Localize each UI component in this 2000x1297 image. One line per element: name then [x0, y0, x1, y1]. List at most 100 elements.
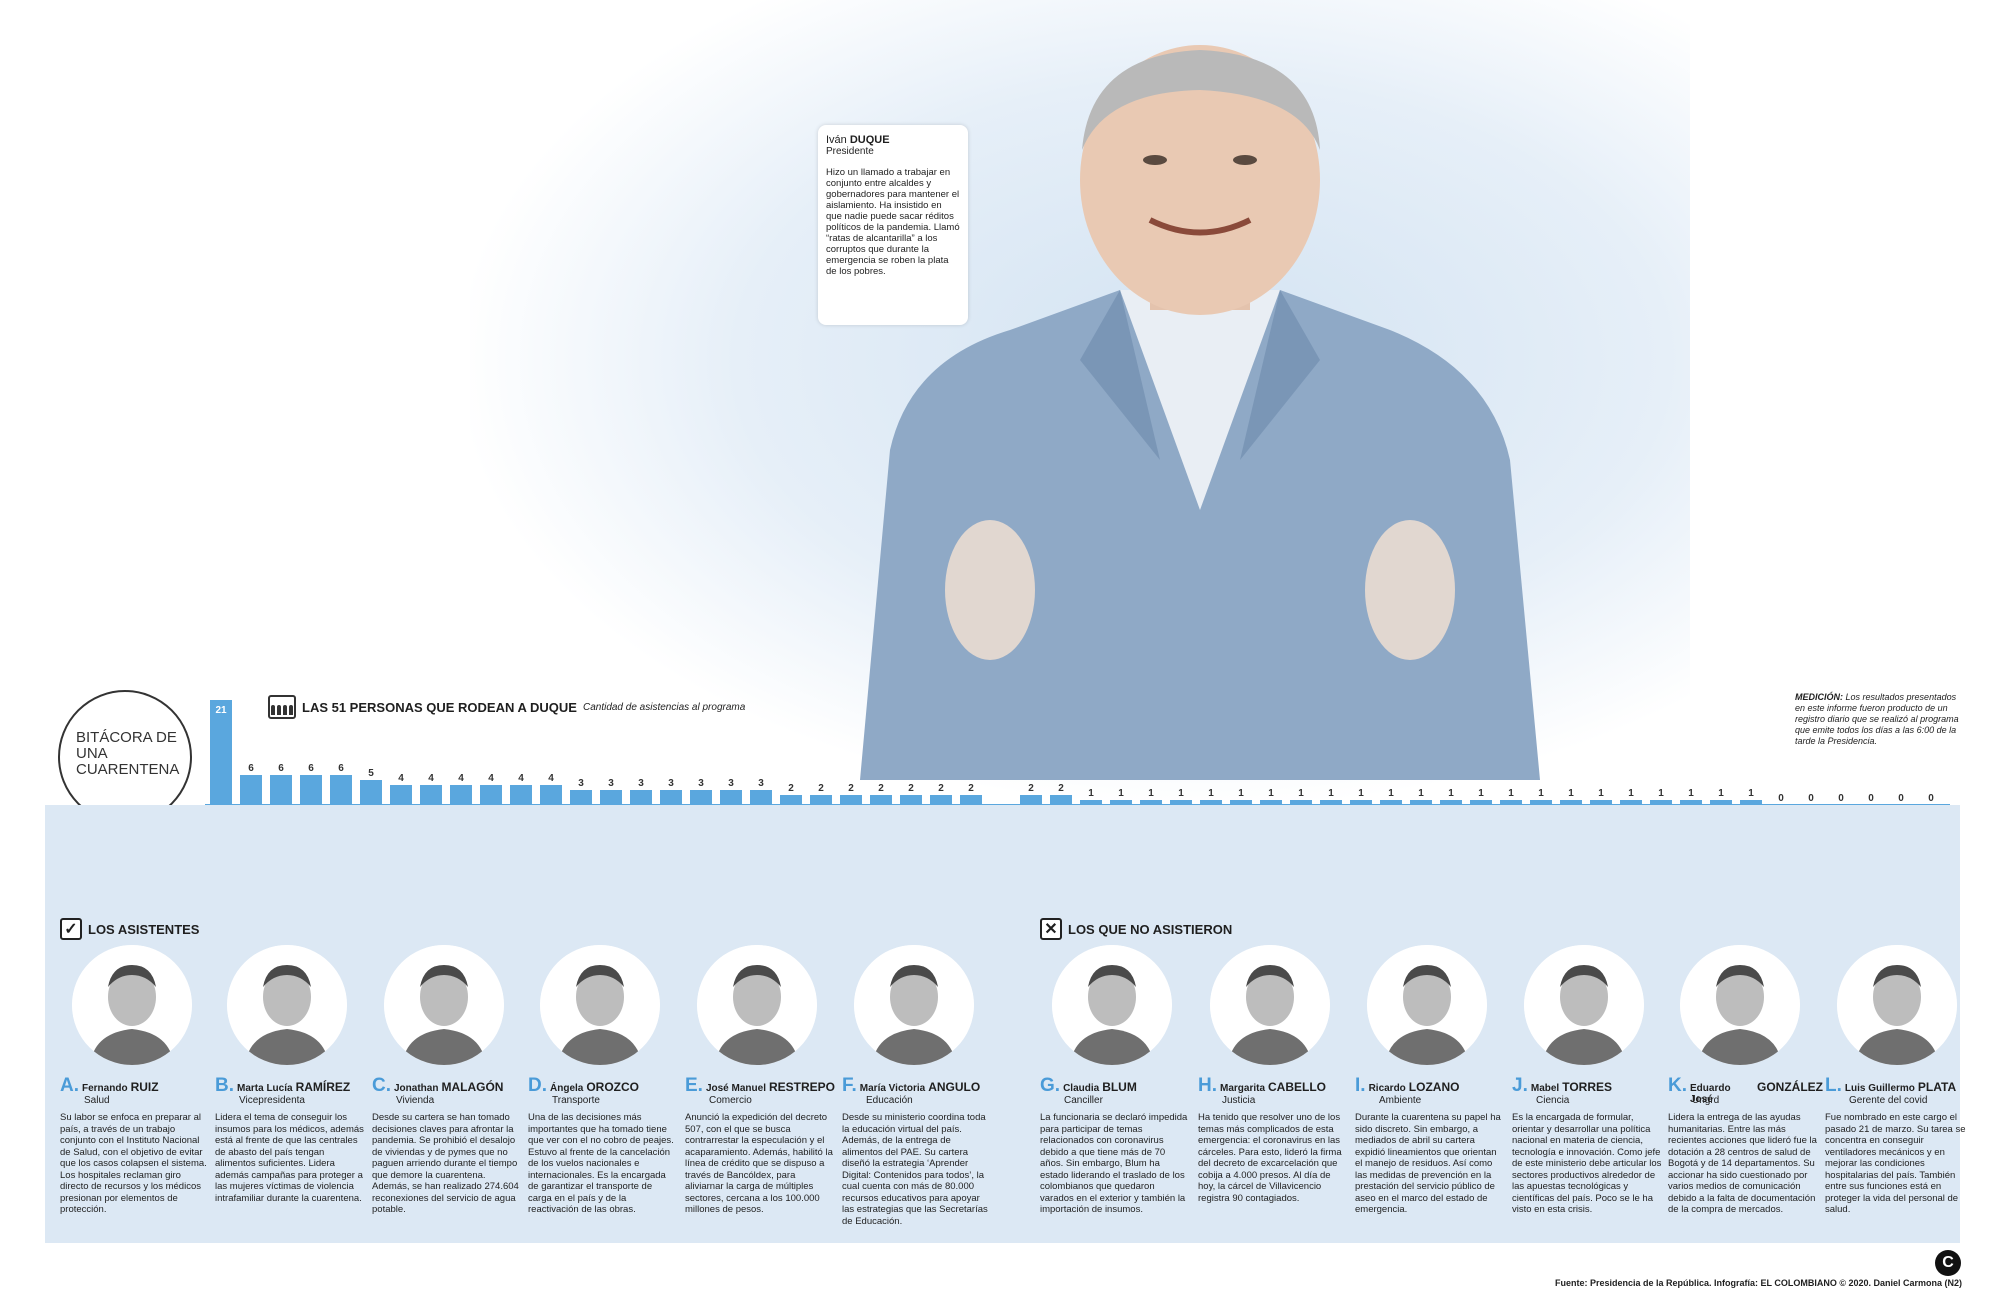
profile-photo — [1052, 945, 1172, 1065]
profile-letter: C. — [372, 1075, 391, 1096]
person-silhouette-icon — [1052, 945, 1172, 1065]
bar-value-label: 6 — [248, 763, 254, 774]
bar — [1500, 800, 1522, 805]
bar — [1740, 800, 1762, 805]
profile-letter: H. — [1198, 1075, 1217, 1096]
profile-card: A. Fernando RUIZ Salud Su labor se enfoca en… — [60, 945, 210, 1215]
bar-value-label: 1 — [1568, 788, 1574, 799]
bar — [1140, 800, 1162, 805]
profile-last-name: MALAGÓN — [441, 1080, 504, 1094]
bar — [1350, 800, 1372, 805]
bar — [1530, 800, 1552, 805]
profile-letter: K. — [1668, 1075, 1687, 1096]
chart-title: LAS 51 PERSONAS QUE RODEAN A DUQUE — [302, 699, 577, 715]
bar-value-label: 1 — [1268, 788, 1274, 799]
bar — [1680, 800, 1702, 805]
bar-value-label: 0 — [1808, 793, 1814, 804]
bar — [900, 795, 922, 805]
profile-photo — [72, 945, 192, 1065]
profile-letter: I. — [1355, 1075, 1366, 1096]
profile-last-name: GONZÁLEZ — [1757, 1080, 1823, 1094]
bar — [660, 790, 682, 805]
profile-card: F. María Victoria ANGULO Educación Desde su … — [842, 945, 992, 1227]
bar — [480, 785, 502, 805]
bar-value-label: 5 — [368, 768, 374, 779]
profile-first-name: Fernando — [82, 1083, 128, 1094]
profile-last-name: TORRES — [1562, 1080, 1612, 1094]
bar-value-label: 6 — [338, 763, 344, 774]
profile-role: Ambiente — [1379, 1095, 1422, 1106]
profile-description: Desde su cartera se han tomado decisione… — [372, 1112, 519, 1215]
bar-value-label: 2 — [818, 783, 824, 794]
person-silhouette-icon — [697, 945, 817, 1065]
profile-role: Educación — [866, 1095, 913, 1106]
bar — [1380, 800, 1402, 805]
bar — [750, 790, 772, 805]
bar-value-label: 6 — [278, 763, 284, 774]
bar — [1200, 800, 1222, 805]
person-silhouette-icon — [1210, 945, 1330, 1065]
profile-last-name: LOZANO — [1408, 1080, 1460, 1094]
bar-value-label: 0 — [1838, 793, 1844, 804]
bar — [1260, 800, 1282, 805]
profile-description: Desde su ministerio coordina toda la edu… — [842, 1112, 988, 1227]
bar-value-label: 3 — [668, 778, 674, 789]
profile-letter: G. — [1040, 1075, 1061, 1096]
bar — [450, 785, 472, 805]
profile-last-name: BLUM — [1102, 1080, 1137, 1094]
bar — [300, 775, 322, 805]
attendees-label: LOS ASISTENTES — [88, 921, 200, 937]
measurement-text: Los resultados presentados en este infor… — [1795, 692, 1959, 746]
bar-value-label: 2 — [1058, 783, 1064, 794]
chart-subtitle: Cantidad de asistencias al programa — [582, 701, 746, 713]
bar-value-label: 2 — [788, 783, 794, 794]
profile-last-name: RAMÍREZ — [295, 1080, 351, 1094]
bar-value-label: 4 — [518, 773, 524, 784]
bar-value-label: 1 — [1598, 788, 1604, 799]
profile-letter: B. — [215, 1075, 234, 1096]
profile-role: Ciencia — [1536, 1095, 1570, 1106]
profile-card: H. Margarita CABELLO Justicia Ha tenido que … — [1198, 945, 1348, 1204]
bar — [1110, 800, 1132, 805]
el-colombiano-logo: C — [1935, 1250, 1961, 1276]
profile-role: Gerente del covid — [1849, 1095, 1928, 1106]
president-last-name: DUQUE — [849, 134, 890, 146]
profile-role: Vivienda — [396, 1095, 435, 1106]
bar-value-label: 4 — [428, 773, 434, 784]
bar-value-label: 3 — [728, 778, 734, 789]
bar — [1440, 800, 1462, 805]
bar — [780, 795, 802, 805]
profile-first-name: Mabel — [1530, 1083, 1560, 1094]
absentees-header: ✕ LOS QUE NO ASISTIERON — [1040, 918, 1232, 940]
bar-value-label: 1 — [1208, 788, 1214, 799]
bar-value-label: 1 — [1358, 788, 1364, 799]
person-silhouette-icon — [227, 945, 347, 1065]
bar — [600, 790, 622, 805]
bar-value-label: 1 — [1538, 788, 1544, 799]
bar-value-label: 1 — [1328, 788, 1334, 799]
bar — [1080, 800, 1102, 805]
bar-value-label: 4 — [458, 773, 464, 784]
profile-description: Lidera la entrega de las ayudas humanita… — [1668, 1112, 1817, 1215]
profile-first-name: Eduardo José — [1690, 1083, 1731, 1105]
profile-description: Una de las decisiones más importantes qu… — [528, 1112, 674, 1215]
profile-role: Canciller — [1064, 1095, 1103, 1106]
bar — [630, 790, 652, 805]
bar-value-label: 2 — [848, 783, 854, 794]
bar-value-label: 0 — [1928, 793, 1934, 804]
bar-value-label: 1 — [1148, 788, 1154, 799]
profile-letter: F. — [842, 1075, 857, 1096]
profile-first-name: Luis Guillermo — [1844, 1083, 1915, 1094]
bar-value-label: 1 — [1448, 788, 1454, 799]
bar-value-label: 21 — [215, 705, 227, 716]
person-silhouette-icon — [1837, 945, 1957, 1065]
bar-value-label: 0 — [1778, 793, 1784, 804]
bar — [210, 700, 232, 805]
profile-first-name: María Victoria — [859, 1083, 926, 1094]
bar — [690, 790, 712, 805]
profile-description: Anunció la expedición del decreto 507, c… — [685, 1112, 833, 1215]
bar-value-label: 1 — [1118, 788, 1124, 799]
bar-value-label: 1 — [1628, 788, 1634, 799]
bar-value-label: 2 — [938, 783, 944, 794]
